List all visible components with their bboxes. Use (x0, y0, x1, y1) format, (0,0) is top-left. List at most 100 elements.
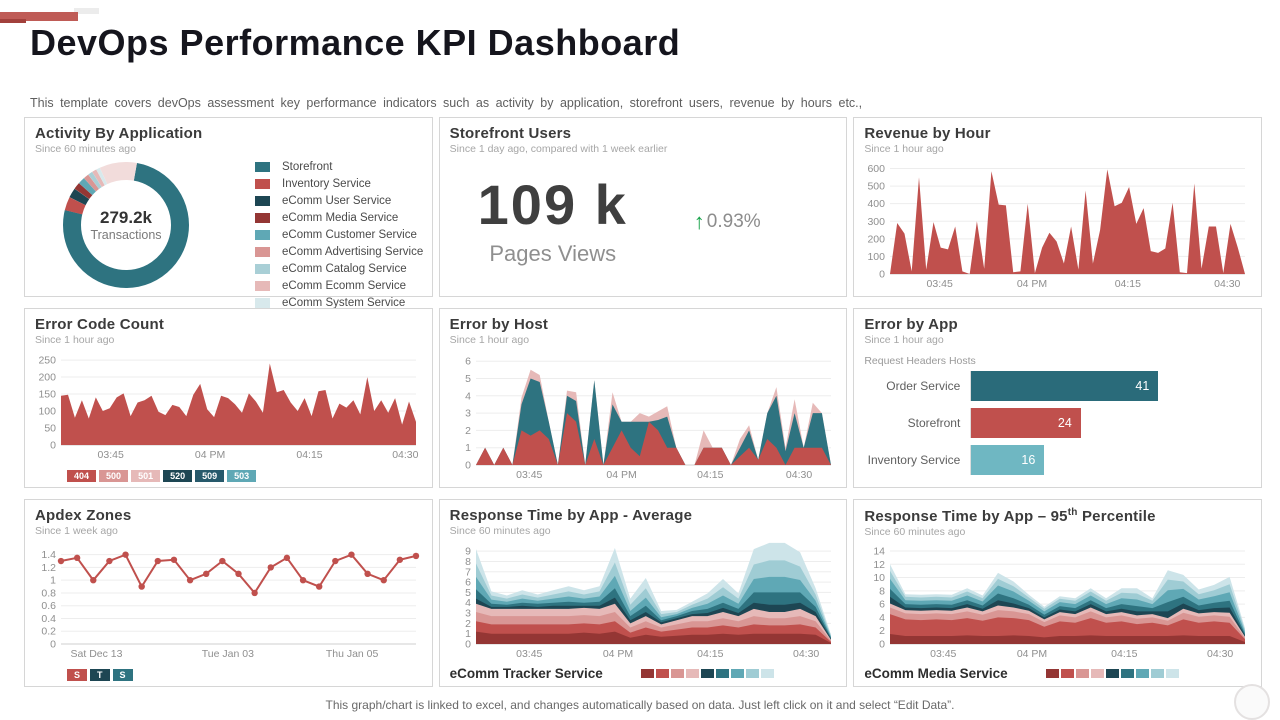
series-swatch (1165, 669, 1179, 678)
bar-row: Order Service 41 (864, 371, 1245, 401)
svg-text:7: 7 (465, 566, 471, 578)
panel-error-by-app: Error by App Since 1 hour ago Request He… (853, 308, 1262, 488)
legend-swatch (255, 212, 270, 223)
svg-text:04:30: 04:30 (1214, 278, 1240, 290)
panel-subtitle: Since 1 week ago (35, 525, 118, 537)
svg-text:04 PM: 04 PM (602, 648, 632, 660)
series-swatch (1045, 669, 1059, 678)
panel-response-time-average: Response Time by App - Average Since 60 … (438, 499, 848, 687)
panel-storefront-users: Storefront Users Since 1 day ago, compar… (438, 117, 848, 297)
legend-badge: S (67, 669, 88, 681)
page-footer-note: This graph/chart is linked to excel, and… (325, 698, 955, 712)
legend-badge: 503 (227, 470, 257, 482)
legend-badge: 509 (195, 470, 225, 482)
kpi-label: Pages Views (489, 241, 617, 266)
svg-text:600: 600 (868, 163, 886, 175)
svg-text:0: 0 (879, 639, 885, 651)
svg-text:8: 8 (465, 556, 471, 568)
page-subtitle: This template covers devOps assessment k… (30, 96, 863, 110)
donut-svg (62, 162, 189, 288)
panel-title: Error Code Count (35, 316, 165, 333)
svg-text:200: 200 (868, 233, 886, 245)
svg-text:04:30: 04:30 (793, 648, 819, 660)
series-swatch (640, 669, 654, 678)
kpi-value: 109 k (477, 173, 628, 236)
svg-text:0.2: 0.2 (41, 626, 56, 638)
svg-text:04 PM: 04 PM (606, 469, 636, 481)
bar-value: 41 (1135, 379, 1150, 393)
svg-text:300: 300 (868, 216, 886, 228)
svg-text:200: 200 (38, 372, 56, 384)
legend-item: eComm Advertising Service (255, 243, 423, 260)
bar-track: 24 (970, 408, 1245, 438)
svg-text:0.4: 0.4 (41, 613, 56, 625)
svg-text:04 PM: 04 PM (1017, 648, 1047, 660)
svg-text:1.4: 1.4 (41, 549, 56, 561)
series-swatch (730, 669, 744, 678)
legend-swatch (255, 263, 270, 274)
svg-text:150: 150 (38, 389, 56, 401)
series-swatch (1120, 669, 1134, 678)
svg-text:0: 0 (879, 269, 885, 281)
rt-95-footer: eComm Media Service (864, 666, 1251, 681)
svg-text:1: 1 (50, 575, 56, 587)
bar-row: Inventory Service 16 (864, 445, 1245, 475)
svg-text:0: 0 (465, 639, 471, 651)
error-code-legend: 404 500 501 520 509 503 (67, 470, 257, 482)
panel-title: Apdex Zones (35, 507, 132, 524)
svg-text:Thu Jan 05: Thu Jan 05 (326, 648, 379, 660)
series-swatch (1150, 669, 1164, 678)
legend-item: Inventory Service (255, 175, 423, 192)
svg-text:2: 2 (879, 625, 885, 637)
legend-swatch (255, 178, 270, 189)
series-swatch (1135, 669, 1149, 678)
panel-title: Response Time by App – 95th Percentile (864, 507, 1156, 525)
activity-donut-chart: 279.2k Transactions (61, 160, 191, 290)
svg-text:9: 9 (465, 546, 471, 558)
panel-title: Error by Host (449, 316, 549, 333)
series-swatch (1090, 669, 1104, 678)
legend-badge: S (112, 669, 133, 681)
series-swatch (700, 669, 714, 678)
hbar-axis-label: Request Headers Hosts (864, 355, 976, 367)
legend-badge: T (90, 669, 110, 681)
panel-subtitle: Since 60 minutes ago (449, 525, 551, 537)
header-accent-gray-bar (74, 8, 99, 14)
legend-badge: 500 (99, 470, 129, 482)
bar: 41 (971, 371, 1159, 401)
panel-error-code-count: Error Code Count Since 1 hour ago 0 50 100… (24, 308, 433, 488)
svg-text:03:45: 03:45 (930, 648, 956, 660)
legend-swatch (255, 280, 270, 291)
svg-text:1: 1 (465, 628, 471, 640)
legend-swatch (255, 161, 270, 172)
panel-title: Storefront Users (449, 125, 572, 142)
svg-text:04:15: 04:15 (1111, 648, 1137, 660)
svg-text:4: 4 (465, 390, 471, 402)
svg-text:1.2: 1.2 (41, 562, 56, 574)
svg-text:2: 2 (465, 425, 471, 437)
svg-text:04:15: 04:15 (296, 449, 322, 461)
svg-text:03:45: 03:45 (516, 648, 542, 660)
svg-text:50: 50 (44, 423, 56, 435)
bar-label: Storefront (907, 416, 961, 430)
legend-item: eComm Ecomm Service (255, 277, 423, 294)
error-code-count-chart: 0 50 100 150 200 250 03:45 04 PM 04:15 04:30 (31, 351, 422, 461)
bar-track: 41 (970, 371, 1245, 401)
svg-text:250: 250 (38, 355, 56, 367)
error-by-host-chart: 0 1 2 3 4 5 6 03:45 04 PM 04:15 04:30 (446, 351, 837, 481)
chart-svg: 00.20.40.60.811.21.4 Sat Dec 13 Tue Jan 03… (41, 549, 420, 660)
series-swatch (1075, 669, 1089, 678)
svg-text:04:30: 04:30 (1207, 648, 1233, 660)
panel-response-time-95th: Response Time by App – 95th Percentile S… (853, 499, 1262, 687)
panel-title: Revenue by Hour (864, 125, 991, 142)
chart-svg: 0 50 100 150 200 250 03:45 04 PM 04:15 04:30 (38, 355, 418, 461)
bar-row: Storefront 24 (864, 408, 1245, 438)
legend-label: Storefront (282, 160, 333, 173)
svg-text:100: 100 (868, 251, 886, 263)
bar: 24 (971, 408, 1081, 438)
svg-text:03:45: 03:45 (98, 449, 124, 461)
svg-text:4: 4 (879, 612, 885, 624)
svg-text:04:15: 04:15 (697, 648, 723, 660)
